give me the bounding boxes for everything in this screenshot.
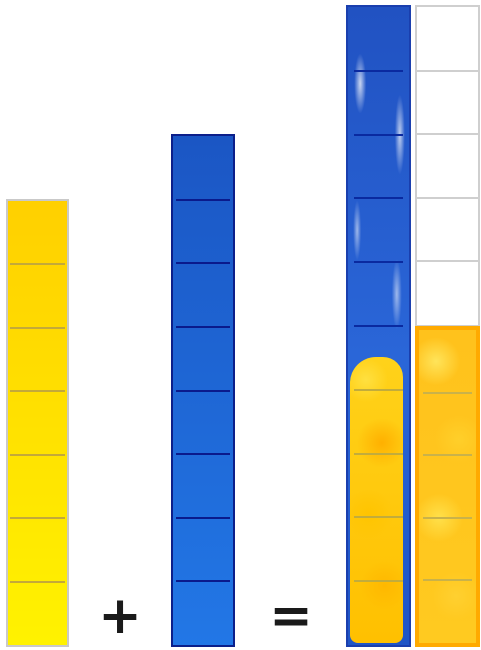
orange-unit-divider <box>423 391 472 394</box>
mixed-unit-divider <box>354 197 403 200</box>
empty-bar <box>415 5 480 327</box>
mixed-unit-divider <box>354 325 403 327</box>
yellow-unit-divider <box>10 263 65 266</box>
blue-unit-divider <box>176 262 230 265</box>
empty-unit-divider <box>417 260 478 263</box>
orange-unit-divider <box>423 579 472 582</box>
blue-unit-divider <box>176 580 230 583</box>
blue-bar <box>171 134 235 647</box>
mixed-unit-divider <box>354 516 403 519</box>
plus-sign: + <box>98 586 142 646</box>
yellow-unit-divider <box>10 453 65 456</box>
yellow-unit-divider <box>10 580 65 583</box>
yellow-unit-divider <box>10 390 65 393</box>
equals-sign: = <box>269 586 313 646</box>
mixed-unit-divider <box>354 261 403 264</box>
yellow-unit-divider <box>10 517 65 520</box>
orange-bar <box>415 326 480 647</box>
yellow-unit-divider <box>10 326 65 329</box>
empty-unit-divider <box>417 196 478 199</box>
empty-unit-divider <box>417 69 478 72</box>
yellow-bar <box>6 199 69 647</box>
blue-unit-divider <box>176 516 230 519</box>
orange-unit-divider <box>423 516 472 519</box>
mixed-unit-divider <box>354 133 403 136</box>
orange-unit-divider <box>423 454 472 457</box>
blue-unit-divider <box>176 198 230 201</box>
mixed-unit-divider <box>354 452 403 455</box>
empty-unit-divider <box>417 133 478 136</box>
blue-unit-divider <box>176 453 230 456</box>
mixed-yellow-portion <box>350 357 403 643</box>
mixed-unit-divider <box>354 69 403 72</box>
mixed-bar <box>346 5 411 647</box>
blue-unit-divider <box>176 389 230 392</box>
blue-unit-divider <box>176 325 230 328</box>
mixed-unit-divider <box>354 388 403 391</box>
mixed-unit-divider <box>354 580 403 583</box>
